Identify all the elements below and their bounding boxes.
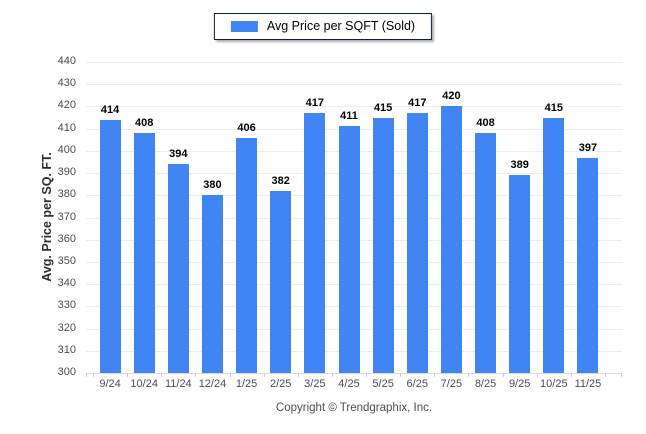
axis-tick [502,373,504,377]
x-axis-tick-label: 5/25 [372,378,394,390]
bar [372,118,394,373]
axis-tick [229,373,231,377]
gridline [86,84,622,85]
axis-tick [605,373,606,377]
bar-value-label: 394 [169,148,188,160]
axis-tick [127,373,129,377]
y-axis-tick-label: 330 [57,299,76,311]
axis-tick [195,373,197,377]
bar-value-label: 420 [442,90,461,102]
bar-value-label: 411 [340,110,358,122]
bar [577,158,599,373]
copyright-text: Copyright © Trendgraphix, Inc. [275,402,433,414]
axis-tick [400,373,402,377]
y-axis-tick-label: 400 [57,144,76,156]
axis-tick [366,373,368,377]
x-axis-tick-label: 12/24 [198,378,227,390]
y-axis-tick-label: 310 [57,344,76,356]
y-axis-tick-label: 430 [57,77,76,89]
axis-tick [331,373,333,377]
x-axis-tick-label: 9/25 [508,378,531,390]
axis-tick [536,373,538,377]
axis-tick [161,373,163,377]
axis-tick [468,373,470,377]
gridline [86,373,622,374]
bar-value-label: 380 [203,179,222,191]
bar-value-label: 382 [271,175,290,187]
x-axis-tick-label: 11/24 [164,378,192,390]
gridline [86,106,622,107]
bar [133,133,155,373]
axis-tick [570,373,572,377]
bar [475,133,497,373]
bar-value-label: 408 [135,117,154,129]
bar [304,113,326,373]
plot-area: 300 310 320 330 340 350 360 370 380 390 400 410 420 4… [58,55,622,390]
x-axis-tick-label: 2/25 [270,378,292,390]
y-axis-tick-label: 380 [57,188,76,200]
bar-value-label: 406 [237,122,256,134]
x-axis-tick-label: 10/25 [540,378,568,390]
bar [270,191,292,373]
y-axis-tick-label: 370 [57,211,76,223]
bar-value-label: 415 [544,102,563,114]
y-axis-tick-label: 300 [57,366,76,378]
y-axis-tick-label: 420 [57,99,76,111]
bar [543,118,565,373]
bar [236,138,258,373]
y-axis-tick-label: 320 [57,322,76,334]
bar [509,175,531,373]
x-axis-tick-label: 10/24 [130,378,158,390]
bar [201,195,223,373]
axis-tick [263,373,265,377]
axis-tick [621,373,622,377]
y-axis-tick-label: 340 [57,277,76,289]
axis-tick [86,373,87,377]
axis-tick [434,373,436,377]
legend: Avg Price per SQFT (Sold) [213,13,433,40]
x-axis-tick-label: 8/25 [474,378,497,390]
bar-value-label: 414 [100,104,120,116]
y-axis-tick-label: 440 [57,55,76,67]
x-axis-tick-label: 4/25 [338,378,360,390]
y-axis-tick-label: 410 [57,122,76,134]
bar [167,164,189,373]
bar-value-label: 417 [408,97,427,109]
gridline [86,62,622,63]
x-axis-tick-label: 7/25 [440,378,463,390]
x-axis-tick-label: 11/25 [574,378,602,390]
bar [338,126,360,373]
y-axis-tick-label: 350 [57,255,76,267]
axis-tick [297,373,299,377]
bar-value-label: 415 [373,102,393,114]
legend-label: Avg Price per SQFT (Sold) [266,18,416,33]
bar [440,106,462,373]
axis-tick [93,373,94,377]
bar [406,113,428,373]
x-axis-tick-label: 1/25 [235,378,258,390]
bar-value-label: 389 [510,159,529,171]
bar-value-label: 397 [578,142,598,154]
legend-swatch-icon [230,21,258,32]
y-axis-tick-label: 390 [57,166,76,178]
bar-value-label: 408 [476,117,495,129]
x-axis-tick-label: 9/24 [99,378,121,390]
bar-value-label: 417 [305,97,325,109]
x-axis-tick-label: 3/25 [304,378,326,390]
y-axis-tick-label: 360 [57,233,76,245]
x-axis-tick-label: 6/25 [406,378,428,390]
bar [99,120,121,373]
